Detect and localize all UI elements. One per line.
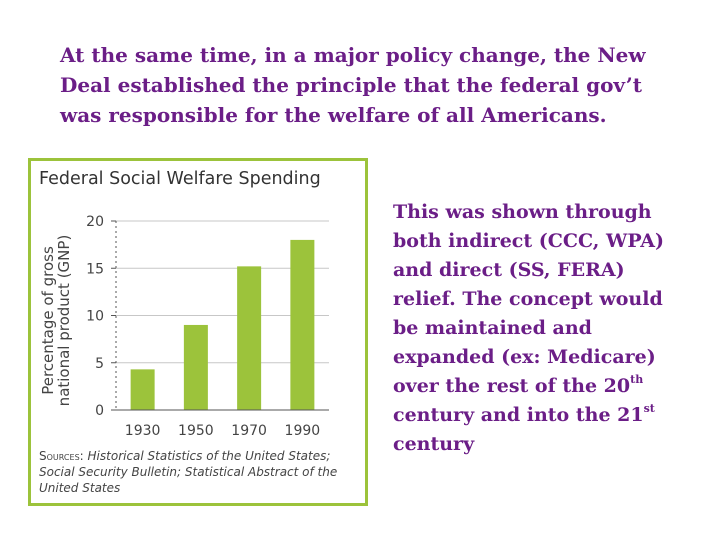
y-axis-label-line-2: national product (GNP) — [55, 235, 73, 407]
chart-panel: Federal Social Welfare Spending 0 5 10 15 20… — [28, 158, 368, 506]
x-tick-label-1990: 1990 — [285, 423, 321, 439]
slide-body-text: This was shown through both indirect (CC… — [393, 198, 693, 459]
body-superscript-th: th — [630, 373, 644, 386]
bar-1990 — [290, 239, 315, 410]
x-tick-label-1970: 1970 — [231, 423, 267, 439]
y-tick-label-5: 5 — [95, 356, 104, 372]
y-tick-label-20: 20 — [86, 214, 104, 230]
x-tick-label-1950: 1950 — [178, 423, 214, 439]
slide-headline: At the same time, in a major policy chan… — [60, 43, 646, 127]
bar-chart: 0 5 10 15 20 1930 1950 1970 1990 Percentage of g… — [39, 214, 329, 439]
chart-sources: Sources: Historical Statistics of the Un… — [39, 448, 361, 496]
chart-axes: 0 5 10 15 20 1930 1950 1970 1990 — [86, 214, 329, 439]
body-superscript-st: st — [643, 402, 655, 415]
body-text-part-1: This was shown through both indirect (CC… — [393, 201, 664, 397]
bar-1950 — [183, 324, 208, 410]
chart-bars — [130, 239, 315, 410]
body-text-part-2: century and into the 21 — [393, 404, 644, 426]
chart-title: Federal Social Welfare Spending — [39, 169, 321, 189]
sources-text: Historical Statistics of the United Stat… — [39, 449, 338, 495]
y-tick-label-15: 15 — [86, 261, 104, 277]
body-text-part-3: century — [393, 433, 475, 455]
bar-1970 — [237, 266, 262, 410]
bar-1930 — [130, 369, 155, 410]
sources-label: Sources: — [39, 449, 84, 463]
x-tick-label-1930: 1930 — [125, 423, 161, 439]
y-axis-label-line-1: Percentage of gross — [39, 246, 57, 395]
y-tick-label-0: 0 — [95, 403, 104, 419]
y-tick-label-10: 10 — [86, 309, 104, 325]
